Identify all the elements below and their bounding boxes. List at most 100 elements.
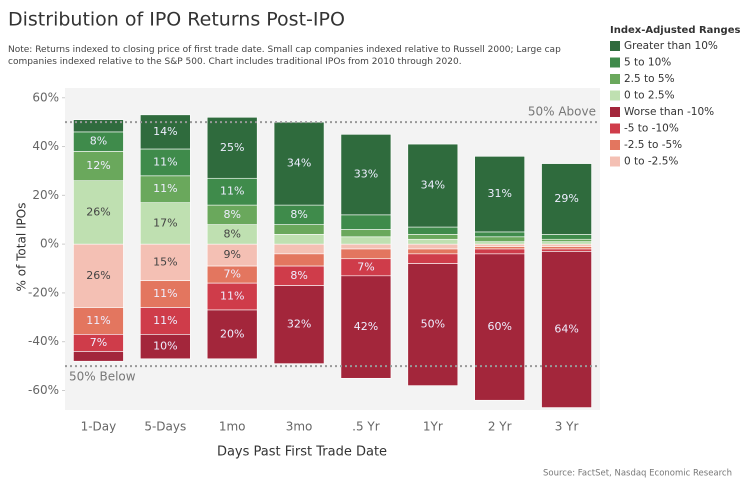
legend-swatch	[610, 107, 620, 117]
x-axis-title: Days Past First Trade Date	[217, 445, 387, 460]
bar-segment	[541, 238, 592, 242]
bar-segment	[407, 243, 459, 250]
bar-segment	[140, 334, 191, 360]
bar-segment	[273, 243, 325, 255]
data-label: 25%	[220, 141, 244, 154]
bar-segment	[73, 180, 124, 245]
bar-segment	[541, 241, 592, 245]
y-tick-label: -20%	[28, 285, 59, 299]
data-label: 34%	[287, 157, 311, 170]
reference-label: 50% Below	[69, 370, 136, 384]
bar-segment	[474, 241, 525, 245]
bar-segment	[340, 248, 392, 260]
data-label: 12%	[86, 159, 110, 172]
x-tick-label: 5-Days	[144, 420, 186, 434]
chart-subtitle: Note: Returns indexed to closing price o…	[8, 45, 561, 67]
legend-swatch	[610, 90, 620, 101]
data-label: 26%	[86, 269, 110, 282]
data-label: 64%	[554, 323, 578, 336]
legend-label: Worse than -10%	[624, 106, 714, 118]
bar-segment	[140, 114, 191, 150]
data-label: 20%	[220, 327, 244, 340]
bar-segment	[541, 251, 592, 408]
legend-swatch	[610, 74, 620, 84]
data-label: 9%	[223, 248, 240, 261]
bar-segment	[407, 143, 459, 228]
legend-title: Index-Adjusted Ranges	[610, 25, 740, 36]
data-label: 60%	[487, 320, 511, 333]
legend-swatch	[610, 41, 620, 51]
x-tick-label: .5 Yr	[352, 420, 380, 434]
data-label: 29%	[554, 192, 578, 205]
bar-segment	[206, 309, 258, 360]
data-label: 34%	[421, 179, 445, 192]
data-label: 8%	[223, 227, 240, 240]
bar-segment	[73, 151, 124, 181]
data-label: 11%	[153, 314, 177, 327]
data-label: 15%	[153, 255, 177, 268]
legend-label: -2.5 to -5%	[624, 139, 682, 151]
data-label: 42%	[354, 320, 378, 333]
bar-segment	[340, 236, 392, 245]
y-tick-label: -60%	[28, 383, 59, 397]
bar-segment	[273, 234, 325, 245]
data-label: 11%	[153, 287, 177, 300]
bar-segment	[206, 282, 258, 311]
y-tick-label: 60%	[32, 90, 59, 104]
bar-segment	[340, 275, 392, 379]
data-label: 7%	[90, 336, 107, 349]
bar-segment	[140, 148, 191, 177]
bar-segment	[474, 156, 525, 233]
data-label: 26%	[86, 205, 110, 218]
bar-segment	[541, 248, 592, 252]
y-tick-label: 40%	[32, 139, 59, 153]
data-label: 11%	[220, 185, 244, 198]
x-tick-label: 3 Yr	[555, 420, 579, 434]
bar-segment	[206, 177, 258, 206]
y-tick-label: 0%	[40, 237, 59, 251]
bar-segment	[474, 231, 525, 238]
bar-segment	[407, 226, 459, 235]
bar-segment	[273, 121, 325, 206]
subtitle-box: Note: Returns indexed to closing price o…	[8, 45, 561, 67]
data-label: 11%	[86, 314, 110, 327]
bar-segment	[474, 253, 525, 401]
bar-segment	[73, 351, 124, 362]
x-tick-label: 1Yr	[423, 420, 443, 434]
bar-segment	[340, 229, 392, 238]
data-label: 8%	[223, 208, 240, 221]
bar-segment	[140, 202, 191, 245]
bar-segment	[474, 236, 525, 242]
legend-label: 0 to -2.5%	[624, 156, 678, 168]
legend-label: -5 to -10%	[624, 123, 679, 135]
bar-segment	[474, 246, 525, 250]
legend-label: 5 to 10%	[624, 57, 671, 69]
bar-segment	[407, 253, 459, 264]
x-tick-label: 2 Yr	[488, 420, 512, 434]
bar-segment	[273, 285, 325, 364]
data-label: 50%	[421, 318, 445, 331]
bar-segment	[407, 238, 459, 245]
data-label: 32%	[287, 318, 311, 331]
x-tick-label: 1-Day	[81, 420, 117, 434]
legend-swatch	[610, 156, 620, 167]
chart-title: Distribution of IPO Returns Post-IPO	[8, 9, 345, 31]
bar-segment	[340, 134, 392, 216]
data-label: 11%	[153, 182, 177, 195]
data-label: 10%	[153, 340, 177, 353]
bar-segment	[206, 116, 258, 179]
bar-segment	[140, 307, 191, 335]
bar-segment	[541, 163, 592, 235]
data-label: 8%	[90, 135, 107, 148]
bar-segment	[541, 246, 592, 250]
x-tick-label: 1mo	[219, 420, 246, 434]
data-label: 33%	[354, 168, 378, 181]
bar-segment	[340, 214, 392, 230]
legend-label: 2.5 to 5%	[624, 73, 675, 85]
data-label: 7%	[223, 268, 240, 281]
x-tick-label: 3mo	[286, 420, 313, 434]
bar-segment	[541, 234, 592, 240]
y-tick-label: 20%	[32, 188, 59, 202]
reference-label: 50% Above	[528, 105, 596, 119]
y-tick-label: -40%	[28, 334, 59, 348]
